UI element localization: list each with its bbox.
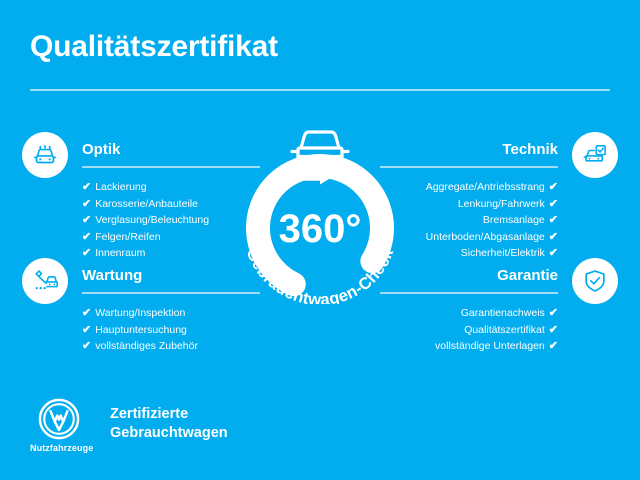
check-icon: ✔	[82, 181, 92, 193]
360-check-badge: 360° Gebrauchtwagen-Check	[225, 108, 415, 304]
section-divider	[380, 166, 558, 168]
vw-logo-icon	[38, 398, 80, 440]
list-item: ✔ Wartung/Inspektion	[82, 305, 260, 322]
list-item: vollständige Unterlagen ✔	[380, 338, 558, 355]
section-heading: Technik	[502, 141, 558, 158]
car-check-icon	[572, 132, 618, 178]
optik-list: ✔ Lackierung ✔ Karosserie/Anbauteile ✔ Verg…	[82, 179, 260, 262]
check-icon: ✔	[548, 340, 558, 352]
list-item: Unterboden/Abgasanlage ✔	[380, 229, 558, 246]
check-icon: ✔	[548, 307, 558, 319]
check-icon: ✔	[548, 181, 558, 193]
section-garantie: Garantie Garantienachweis ✔ Qualitätszert…	[380, 258, 618, 371]
list-item: ✔ Karosserie/Anbauteile	[82, 196, 260, 213]
check-icon: ✔	[82, 230, 92, 243]
ring-arc	[246, 154, 394, 302]
list-item: ✔ Verglasung/Beleuchtung	[82, 212, 260, 229]
check-icon: ✔	[82, 323, 92, 336]
list-item-label: vollständige Unterlagen	[435, 340, 545, 352]
footer-claim-line2: Gebrauchtwagen	[110, 425, 228, 441]
section-heading: Wartung	[82, 267, 143, 284]
section-divider	[82, 292, 260, 294]
list-item: ✔ vollständiges Zubehör	[82, 338, 260, 355]
check-icon: ✔	[82, 197, 92, 210]
section-wartung: Wartung ✔ Wartung/Inspektion ✔ Hauptunters…	[22, 258, 260, 371]
car-front-icon	[22, 132, 68, 178]
footer-claim: Zertifizierte Gebrauchtwagen	[110, 398, 228, 443]
check-icon: ✔	[548, 323, 558, 336]
badge-value: 360°	[279, 207, 362, 251]
list-item: Sicherheit/Elektrik ✔	[380, 245, 558, 262]
list-item: Aggregate/Antriebsstrang ✔	[380, 179, 558, 196]
list-item-label: vollständiges Zubehör	[95, 340, 198, 352]
list-item-label: Innenraum	[95, 247, 146, 259]
vw-logo-block: Nutzfahrzeuge	[30, 398, 94, 453]
page-title: Qualitätszertifikat	[30, 30, 278, 63]
list-item-label: Aggregate/Antriebsstrang	[425, 181, 545, 193]
list-item-label: Unterboden/Abgasanlage	[425, 230, 545, 243]
section-divider	[82, 166, 260, 168]
list-item-label: Karosserie/Anbauteile	[95, 197, 198, 210]
check-icon: ✔	[548, 197, 558, 210]
section-technik: Technik Aggregate/Antriebsstrang ✔ Lenkun…	[380, 132, 618, 278]
list-item: Garantienachweis ✔	[380, 305, 558, 322]
list-item-label: Lackierung	[95, 181, 147, 193]
section-optik: Optik ✔ Lackierung ✔ Karosserie/Anbauteile…	[22, 132, 260, 278]
shield-check-icon	[572, 258, 618, 304]
list-item-label: Wartung/Inspektion	[95, 307, 186, 319]
footer-claim-line1: Zertifizierte	[110, 406, 189, 422]
wartung-list: ✔ Wartung/Inspektion ✔ Hauptuntersuchung ✔…	[82, 305, 260, 355]
list-item-label: Felgen/Reifen	[95, 230, 161, 243]
check-icon: ✔	[548, 214, 558, 226]
list-item: ✔ Felgen/Reifen	[82, 229, 260, 246]
list-item-label: Garantienachweis	[460, 307, 545, 319]
check-icon: ✔	[548, 230, 558, 243]
check-icon: ✔	[82, 214, 92, 226]
list-item-label: Sicherheit/Elektrik	[460, 247, 545, 259]
section-heading: Optik	[82, 141, 121, 158]
title-divider	[30, 89, 610, 91]
check-icon: ✔	[82, 340, 92, 352]
section-heading: Garantie	[497, 267, 558, 284]
list-item-label: Qualitätszertifikat	[464, 323, 545, 336]
list-item: ✔ Innenraum	[82, 245, 260, 262]
garantie-list: Garantienachweis ✔ Qualitätszertifikat ✔ v…	[380, 305, 558, 355]
list-item: Lenkung/Fahrwerk ✔	[380, 196, 558, 213]
check-icon: ✔	[82, 247, 92, 259]
technik-list: Aggregate/Antriebsstrang ✔ Lenkung/Fahrwe…	[380, 179, 558, 262]
check-icon: ✔	[548, 247, 558, 259]
list-item: ✔ Hauptuntersuchung	[82, 322, 260, 339]
list-item: Qualitätszertifikat ✔	[380, 322, 558, 339]
check-icon: ✔	[82, 307, 92, 319]
section-divider	[380, 292, 558, 294]
vw-logo-subtitle: Nutzfahrzeuge	[30, 443, 94, 453]
list-item: Bremsanlage ✔	[380, 212, 558, 229]
list-item: ✔ Lackierung	[82, 179, 260, 196]
car-service-icon	[22, 258, 68, 304]
list-item-label: Bremsanlage	[482, 214, 545, 226]
list-item-label: Verglasung/Beleuchtung	[95, 214, 210, 226]
list-item-label: Lenkung/Fahrwerk	[457, 197, 545, 210]
list-item-label: Hauptuntersuchung	[95, 323, 187, 336]
footer: Nutzfahrzeuge Zertifizierte Gebrauchtwag…	[30, 398, 228, 453]
